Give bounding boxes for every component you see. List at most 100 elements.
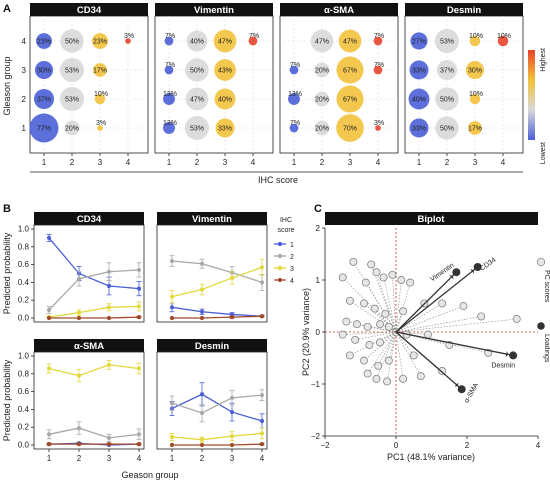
- y-tick-label: 0.2: [18, 296, 30, 305]
- bubble-facet-vimentin: Vimentin 1 2 3 4 13% 53% 33% 13% 47% 40% 7% 50% 43% 7%…: [154, 3, 274, 167]
- score-ray: [376, 331, 397, 379]
- loading-point: [509, 351, 518, 360]
- series-line-3: [171, 432, 263, 441]
- y-tick-label: 0.2: [18, 423, 30, 432]
- score-point: [360, 356, 368, 365]
- score-point: [338, 330, 347, 339]
- loading-label: CD34: [479, 257, 498, 273]
- legend-label: 4: [290, 278, 294, 285]
- data-point: [199, 309, 205, 314]
- line-facet-sma: α-SMA 0.0 0.2 0.4 0.6 0.8 1.0 Predicted probabi…: [2, 339, 145, 463]
- bubble: [310, 29, 334, 53]
- legend-title: IHC: [280, 217, 292, 224]
- bubble: [336, 85, 364, 113]
- bubble: [314, 91, 330, 107]
- x-tick-label: 0: [394, 441, 399, 450]
- loading-point: [473, 263, 482, 271]
- x-tick-label: 3: [348, 158, 353, 167]
- loading-label: Desmin: [491, 362, 515, 369]
- score-point: [342, 317, 351, 326]
- legend-loadings-symbol: [537, 322, 545, 330]
- score-point: [376, 320, 384, 329]
- score-point: [416, 372, 425, 381]
- score-point: [379, 273, 388, 282]
- score-point: [459, 302, 468, 310]
- bubble-label: 30%: [37, 68, 51, 75]
- line-facet-vimentin: Vimentin: [156, 212, 268, 323]
- x-tick-label: 4: [137, 454, 142, 463]
- bubble: [409, 118, 429, 138]
- y-tick-label: 4: [22, 37, 27, 46]
- score-ray: [376, 272, 397, 333]
- series-line-3: [48, 364, 140, 377]
- bubble: [125, 38, 131, 44]
- data-point: [229, 315, 235, 320]
- bubble: [314, 120, 330, 136]
- bubble-facet-desmin: Desmin 1 2 3 4 33% 50% 17% 40% 50% 10% 33% 37% 30% 27%…: [404, 3, 524, 167]
- bubble: [92, 33, 108, 49]
- bubble: [373, 36, 383, 46]
- data-point: [46, 366, 52, 371]
- data-point: [169, 315, 175, 321]
- x-axis-label: IHC score: [258, 175, 298, 185]
- bubble-label: 50%: [440, 126, 454, 133]
- facet-title: Desmin: [447, 5, 482, 16]
- bubble-label: 13%: [163, 120, 177, 127]
- score-ray: [342, 277, 397, 333]
- loading-arrowhead: [449, 274, 454, 280]
- bubble-label: 67%: [343, 97, 357, 104]
- y-tick-label: 0.8: [18, 242, 30, 251]
- data-point: [259, 393, 265, 398]
- score-point: [361, 278, 370, 287]
- score-point: [397, 276, 406, 284]
- score-point: [338, 273, 347, 282]
- y-tick-label: 3: [22, 66, 27, 75]
- facet-strip: [157, 212, 267, 225]
- bubble-label: 40%: [412, 97, 426, 104]
- data-point: [199, 287, 205, 292]
- y-tick-label: 0.4: [18, 278, 30, 287]
- legend-scores-symbol: [536, 257, 546, 267]
- facet-title: CD34: [77, 214, 102, 225]
- bubble: [214, 88, 236, 110]
- x-tick-label: 4: [260, 454, 265, 463]
- facet-strip: [34, 212, 144, 225]
- data-point: [46, 442, 52, 447]
- bubble-label: 7%: [374, 62, 384, 69]
- data-point: [106, 435, 112, 440]
- y-axis-label: Predicted probability: [2, 232, 12, 314]
- score-point: [345, 296, 354, 305]
- facet-title: Desmin: [195, 341, 230, 352]
- legend-swatch-dot: [277, 265, 283, 271]
- bubble: [60, 29, 84, 53]
- bubble: [465, 60, 485, 80]
- y-axis-label: PC2 (20.9% variance): [301, 288, 311, 376]
- x-tick-label: 3: [230, 454, 235, 463]
- bubble: [336, 56, 364, 84]
- score-point: [372, 268, 381, 277]
- facet-title: α-SMA: [324, 5, 354, 16]
- x-axis-label: PC1 (48.1% variance): [387, 452, 475, 462]
- score-point: [424, 330, 432, 339]
- bubble-label: 10%: [497, 33, 511, 40]
- bubble: [185, 58, 209, 82]
- bubble-label: 10%: [469, 91, 483, 98]
- data-point: [169, 442, 175, 448]
- series-line-2: [171, 394, 263, 414]
- score-ray: [386, 331, 397, 382]
- bubble: [408, 88, 430, 110]
- data-point: [259, 314, 265, 319]
- bubble-label: 67%: [343, 68, 357, 75]
- bubble: [214, 59, 236, 81]
- facet-title: Vimentin: [192, 214, 232, 225]
- x-tick-label: 4: [251, 158, 256, 167]
- bubble-label: 7%: [290, 62, 300, 69]
- data-point: [76, 425, 82, 431]
- data-point: [229, 395, 235, 400]
- score-ray: [395, 305, 464, 333]
- bubble: [164, 36, 174, 46]
- loading-label: α-SMA: [463, 382, 480, 404]
- bubble-label: 47%: [343, 39, 357, 46]
- score-point: [381, 309, 390, 318]
- y-tick-label: 1.0: [18, 352, 30, 361]
